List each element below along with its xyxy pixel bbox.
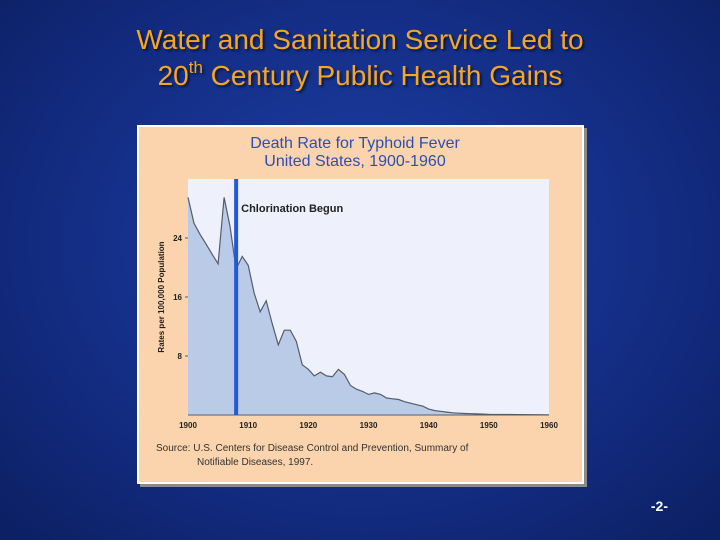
series-line [187,197,550,416]
series-area [188,197,549,415]
area-group [187,197,550,416]
y-tick-labels: 8 16 24 [173,234,188,361]
y-axis-label: Rates per 100,000 Population [157,241,166,352]
y-tick-label: 24 [173,234,182,243]
title-line-2-rest: Century Public Health Gains [202,60,563,91]
source-line-1: Source: U.S. Centers for Disease Control… [156,443,469,454]
x-tick-label: 1900 [179,421,197,430]
x-tick-label: 1910 [239,421,257,430]
x-tick-label: 1950 [480,421,498,430]
page-number: -2- [650,498,668,514]
chlorination-annotation: Chlorination Begun [241,203,343,215]
x-tick-label: 1960 [540,421,558,430]
x-tick-label: 1930 [360,421,378,430]
title-century-number: 20 [157,60,189,91]
source-line-2: Notifiable Diseases, 1997. [197,457,313,468]
chart-panel: Death Rate for Typhoid Fever United Stat… [137,125,584,484]
chart-title: Death Rate for Typhoid Fever [250,135,460,152]
slide-title-line-2: 20th Century Public Health Gains [0,58,720,94]
chart-subtitle: United States, 1900-1960 [264,153,446,170]
typhoid-chart: Death Rate for Typhoid Fever United Stat… [156,135,558,468]
x-tick-label: 1920 [299,421,317,430]
slide-title-line-1: Water and Sanitation Service Led to [136,24,584,55]
title-century-suffix: th [188,58,203,77]
x-tick-label: 1940 [420,421,438,430]
y-tick-label: 16 [173,293,182,302]
slide-title: Water and Sanitation Service Led to 20th… [0,22,720,94]
x-tick-labels: 1900 1910 1920 1930 1940 1950 1960 [179,421,558,430]
y-tick-label: 8 [178,352,183,361]
